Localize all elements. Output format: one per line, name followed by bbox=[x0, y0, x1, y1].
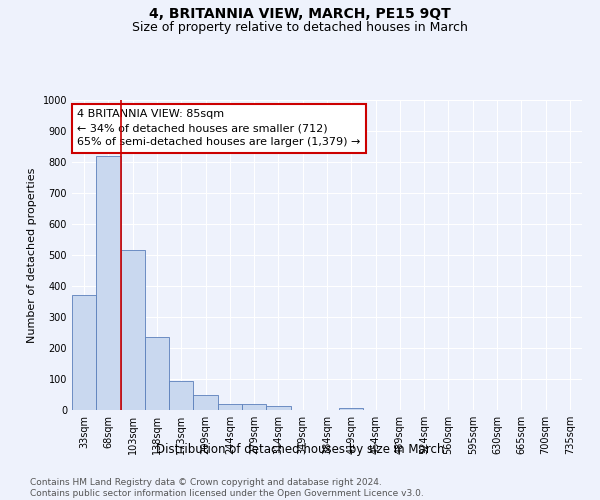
Bar bbox=[96, 156, 121, 410]
Text: 4 BRITANNIA VIEW: 85sqm
← 34% of detached houses are smaller (712)
65% of semi-d: 4 BRITANNIA VIEW: 85sqm ← 34% of detache… bbox=[77, 110, 361, 148]
Bar bbox=[169, 381, 193, 410]
Bar bbox=[266, 406, 290, 410]
Bar bbox=[72, 296, 96, 410]
Text: Distribution of detached houses by size in March: Distribution of detached houses by size … bbox=[156, 442, 444, 456]
Bar bbox=[121, 250, 145, 410]
Y-axis label: Number of detached properties: Number of detached properties bbox=[27, 168, 37, 342]
Bar bbox=[242, 404, 266, 410]
Bar bbox=[145, 337, 169, 410]
Bar bbox=[339, 408, 364, 410]
Text: 4, BRITANNIA VIEW, MARCH, PE15 9QT: 4, BRITANNIA VIEW, MARCH, PE15 9QT bbox=[149, 8, 451, 22]
Bar bbox=[218, 404, 242, 410]
Text: Size of property relative to detached houses in March: Size of property relative to detached ho… bbox=[132, 21, 468, 34]
Text: Contains HM Land Registry data © Crown copyright and database right 2024.
Contai: Contains HM Land Registry data © Crown c… bbox=[30, 478, 424, 498]
Bar bbox=[193, 394, 218, 410]
